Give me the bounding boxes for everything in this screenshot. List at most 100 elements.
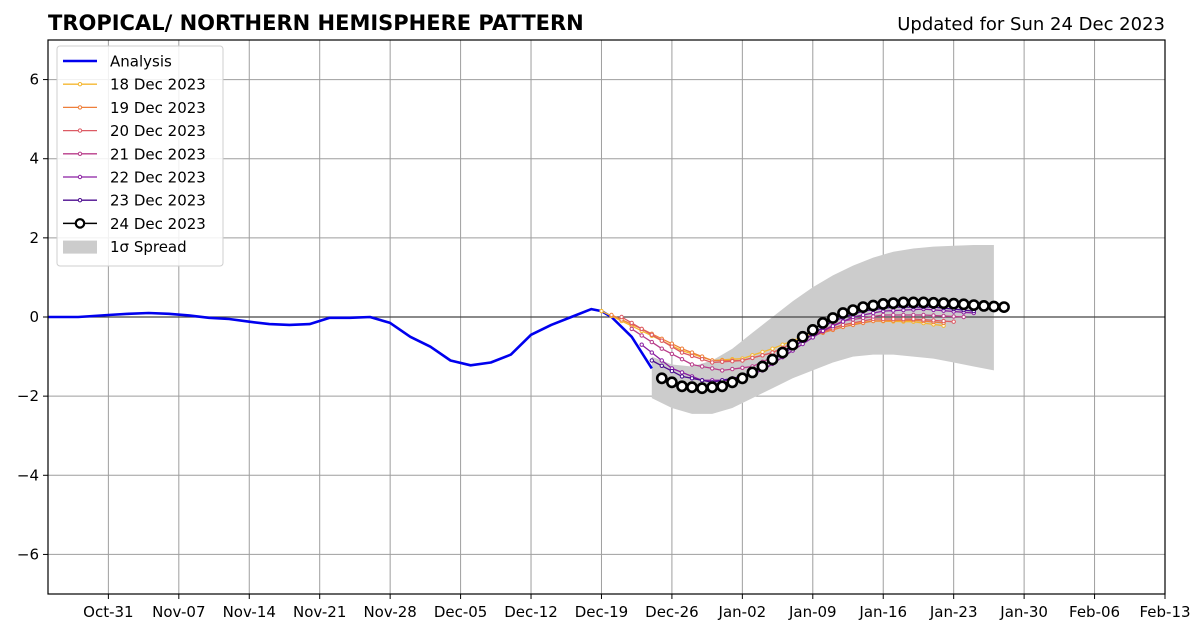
x-tick-label: Dec-26 (645, 603, 699, 621)
forecast-point (726, 376, 739, 389)
legend-marker (77, 151, 83, 157)
forecast-point (730, 359, 735, 364)
forecast-point (931, 313, 936, 318)
forecast-point (891, 312, 896, 318)
forecast-point (860, 312, 866, 318)
forecast-point (901, 316, 906, 322)
legend-marker (77, 128, 83, 133)
forecast-point (786, 338, 799, 351)
forecast-point (796, 330, 809, 343)
forecast-point (857, 301, 869, 313)
forecast-point (931, 318, 936, 323)
forecast-point (710, 366, 715, 371)
forecast-point (679, 357, 685, 362)
forecast-point (947, 297, 960, 310)
forecast-point (659, 338, 664, 343)
x-tick-label: Nov-14 (223, 603, 276, 621)
forecast-point (699, 357, 705, 362)
legend-label: 18 Dec 2023 (110, 76, 206, 94)
y-tick-label: 0 (29, 308, 39, 326)
forecast-point (639, 342, 644, 347)
forecast-point (655, 372, 668, 385)
legend-label: Analysis (110, 53, 172, 71)
forecast-line (641, 308, 974, 381)
forecast-point (689, 353, 695, 359)
forecast-point (679, 346, 685, 351)
forecast-point (770, 346, 775, 351)
legend-marker (77, 105, 83, 110)
forecast-point (686, 381, 698, 394)
legend-item: 22 Dec 2023 (63, 169, 206, 187)
legend: Analysis 18 Dec 2023 19 Dec 2023 20 Dec 202… (56, 45, 224, 267)
legend-label: 24 Dec 2023 (110, 215, 206, 233)
y-tick-label: 4 (29, 150, 39, 168)
forecast-point (730, 366, 735, 372)
forecast-point (911, 312, 916, 318)
forecast-point (881, 312, 886, 318)
forecast-point (659, 358, 664, 363)
x-axis-ticks: Oct-31 Nov-07 Nov-14 Nov-21 Nov-28 Dec-05 Dec-… (83, 594, 1191, 621)
forecast-point (776, 346, 789, 359)
legend-marker (74, 218, 86, 229)
forecast-point (988, 300, 1000, 313)
forecast-point (941, 313, 946, 319)
forecast-point (689, 362, 695, 367)
legend-marker (77, 174, 83, 180)
forecast-point (669, 351, 675, 357)
forecast-point (659, 363, 664, 368)
forecast-point (917, 296, 930, 309)
forecast-point (609, 312, 614, 318)
y-tick-label: 6 (29, 71, 39, 89)
forecast-point (827, 312, 839, 324)
legend-item: 21 Dec 2023 (63, 145, 206, 163)
forecast-point (921, 317, 926, 322)
forecast-24-dec-2023 (655, 296, 1010, 395)
forecast-point (629, 320, 634, 326)
forecast-series (599, 296, 1010, 395)
y-axis-ticks: −6 −4 −2 0 2 4 6 (17, 71, 48, 563)
legend-label: 19 Dec 2023 (110, 99, 206, 117)
forecast-point (736, 372, 749, 385)
forecast-point (830, 324, 836, 329)
forecast-point (978, 299, 990, 312)
forecast-point (629, 326, 634, 332)
forecast-point (951, 314, 956, 319)
forecast-point (649, 332, 654, 337)
legend-item: Analysis (63, 53, 172, 71)
legend-box (56, 45, 224, 267)
forecast-point (927, 296, 940, 309)
forecast-point (951, 319, 956, 324)
forecast-point (740, 358, 745, 363)
forecast-point (679, 350, 685, 355)
legend-item: 1σ Spread (63, 238, 187, 256)
x-tick-label: Jan-02 (718, 603, 767, 621)
forecast-point (967, 299, 980, 311)
forecast-point (666, 376, 678, 389)
forecast-point (957, 298, 970, 311)
forecast-point (659, 346, 664, 351)
forecast-point (649, 339, 654, 345)
legend-item: 23 Dec 2023 (63, 192, 206, 210)
x-tick-label: Jan-09 (788, 603, 837, 621)
forecast-point (766, 353, 779, 366)
forecast-point (750, 355, 755, 361)
updated-date: Updated for Sun 24 Dec 2023 (897, 14, 1165, 35)
y-tick-label: −2 (17, 387, 39, 405)
chart-title: TROPICAL/ NORTHERN HEMISPHERE PATTERN (48, 11, 584, 35)
forecast-point (696, 382, 708, 395)
forecast-point (891, 316, 896, 322)
forecast-point (639, 333, 644, 338)
y-tick-label: 2 (29, 229, 39, 247)
legend-item: 20 Dec 2023 (63, 122, 206, 140)
forecast-point (720, 359, 725, 364)
forecast-point (679, 370, 685, 375)
forecast-point (746, 366, 759, 379)
x-tick-label: Oct-31 (83, 603, 133, 621)
forecast-point (639, 326, 644, 332)
forecast-point (897, 296, 910, 309)
forecast-point (911, 316, 916, 322)
forecast-point (676, 380, 688, 393)
forecast-point (867, 299, 880, 312)
forecast-point (871, 314, 876, 319)
forecast-point (877, 297, 890, 310)
